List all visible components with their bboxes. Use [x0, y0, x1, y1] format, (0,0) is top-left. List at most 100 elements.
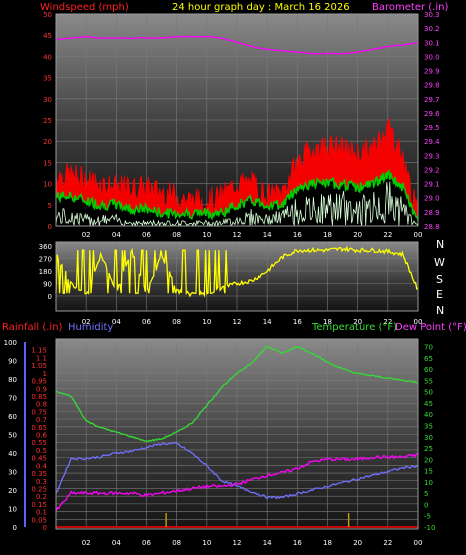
temperature-time-tick-label: 12	[233, 539, 242, 547]
humidity-tick-label: 90	[8, 358, 17, 366]
temperature-panel-border	[55, 338, 419, 530]
barometer-tick-label: 29.1	[424, 181, 440, 189]
rainfall-tick-label: 0.9	[36, 385, 47, 393]
rainfall-axis: 00.050.10.150.20.250.30.350.40.450.50.55…	[31, 347, 47, 532]
rainfall-tick-label: 0.1	[36, 509, 47, 517]
temperature-series	[55, 345, 419, 528]
windspeed-tick-label: 20	[43, 138, 52, 146]
barometer-tick-label: 29.0	[424, 195, 440, 203]
rainfall-tick-label: 0.3	[36, 478, 47, 486]
temperature-time-tick-label: 06	[142, 539, 151, 547]
direction-time-tick-label: 02	[82, 318, 91, 326]
windspeed-axis: 0 5 10 15 20 25 30 35 40 45 50	[43, 11, 52, 231]
rainfall-title: Rainfall (.in)	[2, 322, 63, 333]
dewpoint-title: Dew Point (°F)	[395, 322, 466, 333]
wind-time-tick-label: 10	[202, 231, 211, 239]
windspeed-tick-label: 15	[43, 159, 52, 167]
wind-time-tick-label: 16	[293, 231, 302, 239]
direction-time-tick-label: 16	[293, 318, 302, 326]
rainfall-tick-label: 0.25	[31, 485, 47, 493]
barometer-tick-label: 30.1	[424, 39, 440, 47]
wind-panel-border	[55, 13, 419, 227]
temperature-time-tick-label: 08	[172, 539, 181, 547]
direction-tick-label: 270	[39, 256, 52, 264]
compass-n-bottom: N	[436, 304, 444, 317]
barometer-tick-label: 29.7	[424, 96, 440, 104]
barometer-tick-label: 29.2	[424, 166, 440, 174]
barometer-tick-label: 28.9	[424, 209, 440, 217]
rainfall-tick-label: 0.75	[31, 408, 47, 416]
wind-time-tick-label: 18	[323, 231, 332, 239]
rainfall-tick-label: 0.7	[36, 416, 47, 424]
direction-time-tick-label: 20	[353, 318, 362, 326]
direction-panel-border	[55, 241, 419, 312]
rainfall-tick-label: 0.35	[31, 470, 47, 478]
rainfall-tick-label: 0.15	[31, 501, 47, 509]
rainfall-tick-label: 0.6	[36, 432, 48, 440]
rainfall-tick-label: 0.55	[31, 439, 47, 447]
humidity-tick-label: 60	[8, 413, 17, 421]
temperature-title: Temperature (°F)	[311, 322, 397, 333]
temperature-time-tick-label: 04	[112, 539, 121, 547]
wind-time-axis: 02 04 06 08 10 12 14 16 18 20 22 00	[82, 231, 423, 239]
temperature-tick-label: 30	[424, 434, 433, 442]
compass-w: W	[434, 256, 445, 269]
temperature-time-tick-label: 10	[202, 539, 211, 547]
humidity-axis: 0 10 20 30 40 50 60 70 80 90 100	[4, 339, 26, 532]
rainfall-tick-label: 0	[43, 524, 47, 532]
temperature-time-tick-label: 16	[293, 539, 302, 547]
barometer-title: Barometer (.in)	[372, 2, 448, 13]
direction-tick-label: 180	[39, 268, 52, 276]
graph-title: 24 hour graph day : March 16 2026	[172, 2, 350, 13]
temperature-time-tick-label: 02	[82, 539, 91, 547]
windspeed-tick-label: 35	[43, 75, 52, 83]
rainfall-tick-label: 0.2	[36, 493, 47, 501]
direction-time-tick-label: 12	[233, 318, 242, 326]
rainfall-tick-label: 0.05	[31, 516, 47, 524]
temperature-tick-label: 70	[424, 344, 433, 352]
temperature-line	[56, 345, 419, 443]
rainfall-tick-label: 0.85	[31, 393, 47, 401]
wind-avg-line	[55, 168, 419, 221]
temperature-time-tick-label: 14	[263, 539, 272, 547]
direction-time-tick-label: 14	[263, 318, 272, 326]
humidity-tick-label: 80	[8, 376, 17, 384]
barometer-tick-label: 30.2	[424, 25, 440, 33]
rainfall-tick-label: 0.4	[36, 462, 48, 470]
temperature-time-axis: 02 04 06 08 10 12 14 16 18 20 22 00	[82, 539, 423, 547]
temperature-tick-label: 15	[424, 468, 433, 476]
windspeed-tick-label: 30	[43, 96, 52, 104]
humidity-tick-label: 10	[8, 506, 17, 514]
direction-line	[55, 245, 419, 298]
wind-time-tick-label: 06	[142, 231, 151, 239]
direction-tick-label: 360	[39, 243, 52, 251]
humidity-tick-label: 70	[8, 395, 17, 403]
barometer-tick-label: 30.0	[424, 53, 440, 61]
temperature-time-tick-label: 18	[323, 539, 332, 547]
windspeed-tick-label: 5	[48, 202, 52, 210]
temperature-tick-label: -5	[424, 513, 431, 521]
barometer-axis: 28.8 28.9 29.0 29.1 29.2 29.3 29.4 29.5 29.6 29.7…	[424, 11, 440, 231]
compass-s: S	[436, 273, 443, 286]
barometer-tick-label: 29.3	[424, 152, 440, 160]
temperature-tick-label: 40	[424, 411, 433, 419]
humidity-tick-label: 50	[8, 432, 17, 440]
rainfall-tick-label: 0.95	[31, 378, 47, 386]
rainfall-tick-label: 0.8	[36, 401, 47, 409]
wind-time-tick-label: 04	[112, 231, 121, 239]
rainfall-tick-label: 0.5	[36, 447, 47, 455]
direction-time-tick-label: 18	[323, 318, 332, 326]
dewpoint-line	[55, 452, 419, 512]
windspeed-tick-label: 40	[43, 53, 52, 61]
direction-time-tick-label: 22	[383, 318, 392, 326]
temperature-tick-label: 20	[424, 456, 433, 464]
windspeed-tick-label: 50	[43, 11, 52, 19]
humidity-tick-label: 0	[13, 524, 17, 532]
wind-time-tick-label: 22	[383, 231, 392, 239]
wind-time-tick-label: 20	[353, 231, 362, 239]
direction-time-tick-label: 08	[172, 318, 181, 326]
barometer-line	[55, 35, 419, 55]
rainfall-tick-label: 1.05	[31, 362, 47, 370]
temperature-tick-label: 25	[424, 445, 433, 453]
